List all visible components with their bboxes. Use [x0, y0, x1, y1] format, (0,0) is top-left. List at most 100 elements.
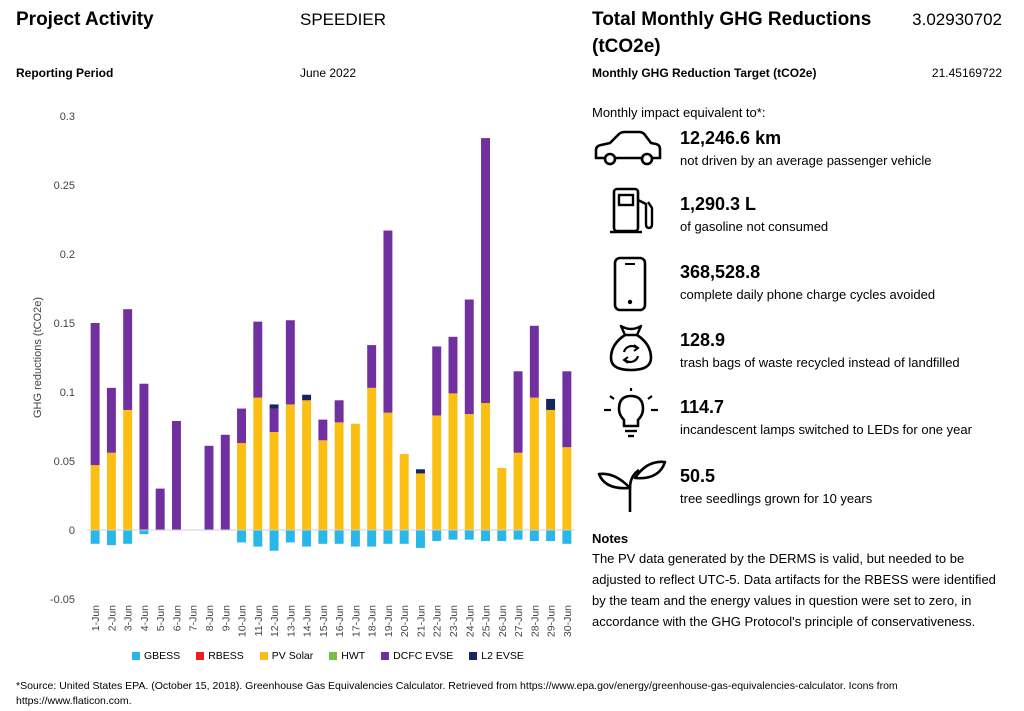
legend-swatch [196, 652, 205, 660]
bar-dcfc-evse-16-jun [334, 400, 344, 423]
legend-item: DCFC EVSE [381, 650, 453, 662]
legend-item: RBESS [196, 650, 244, 662]
bar-pv-solar-23-jun [448, 393, 458, 530]
total-reductions-unit: (tCO2e) [592, 36, 661, 57]
y-tick-label: 0 [69, 525, 75, 537]
impact-description: not driven by an average passenger vehic… [680, 153, 932, 168]
impact-value: 1,290.3 L [680, 194, 757, 214]
x-tick-label: 28-Jun [529, 605, 541, 637]
total-reductions-label: Total Monthly GHG Reductions [592, 9, 872, 30]
impact-value: 12,246.6 km [680, 128, 782, 148]
bar-dcfc-evse-1-jun [90, 323, 100, 466]
recycle-bag-icon [609, 324, 653, 372]
bar-pv-solar-20-jun [399, 454, 409, 530]
bar-dcfc-evse-18-jun [367, 345, 377, 388]
bar-pv-solar-25-jun [481, 403, 491, 530]
bar-gbess-30-jun [562, 530, 572, 544]
notes-title: Notes [592, 531, 629, 546]
bar-dcfc-evse-23-jun [448, 336, 458, 394]
x-tick-label: 1-Jun [90, 605, 102, 631]
impact-value: 128.9 [680, 330, 726, 350]
bar-dcfc-evse-22-jun [432, 346, 442, 416]
bar-dcfc-evse-10-jun [237, 408, 247, 444]
x-tick-label: 12-Jun [269, 605, 281, 637]
bar-pv-solar-16-jun [334, 422, 344, 530]
bar-pv-solar-15-jun [318, 440, 328, 530]
y-tick-label: 0.05 [54, 456, 75, 468]
x-tick-label: 4-Jun [139, 605, 151, 631]
bar-gbess-13-jun [285, 530, 295, 543]
reporting-period-value: June 2022 [300, 66, 357, 80]
x-tick-label: 23-Jun [448, 605, 460, 637]
bar-pv-solar-28-jun [529, 397, 539, 530]
bar-gbess-24-jun [464, 530, 474, 540]
bar-pv-solar-1-jun [90, 465, 100, 530]
car-icon [594, 130, 662, 166]
legend-item: HWT [329, 650, 365, 662]
lightbulb-icon [604, 388, 658, 438]
bar-dcfc-evse-15-jun [318, 419, 328, 441]
source-footnote: *Source: United States EPA. (October 15,… [16, 680, 898, 707]
impact-intro: Monthly impact equivalent to*: [592, 105, 766, 120]
impact-value: 50.5 [680, 466, 716, 486]
legend-item: PV Solar [259, 650, 314, 662]
x-tick-label: 17-Jun [350, 605, 362, 637]
bar-dcfc-evse-24-jun [464, 299, 474, 415]
bar-dcfc-evse-5-jun [155, 488, 165, 530]
bar-gbess-20-jun [399, 530, 409, 544]
bar-gbess-25-jun [481, 530, 491, 542]
bar-dcfc-evse-19-jun [383, 230, 393, 413]
bar-pv-solar-27-jun [513, 452, 523, 530]
legend-swatch [381, 652, 390, 660]
legend-label: GBESS [144, 650, 181, 662]
bar-pv-solar-18-jun [367, 387, 377, 530]
impact-description: of gasoline not consumed [680, 219, 829, 234]
x-tick-label: 9-Jun [220, 605, 232, 631]
bar-gbess-11-jun [253, 530, 263, 547]
legend-swatch [259, 652, 268, 660]
bar-dcfc-evse-25-jun [481, 138, 491, 404]
bar-dcfc-evse-12-jun [269, 408, 279, 433]
x-tick-label: 16-Jun [334, 605, 346, 637]
bar-pv-solar-29-jun [546, 409, 556, 530]
x-tick-label: 24-Jun [464, 605, 476, 637]
x-tick-label: 19-Jun [383, 605, 395, 637]
y-tick-label: 0.1 [60, 387, 75, 399]
legend-label: HWT [341, 650, 366, 662]
y-tick-label: 0.25 [54, 180, 75, 192]
x-tick-label: 27-Jun [513, 605, 525, 637]
x-tick-label: 29-Jun [546, 605, 558, 637]
project-activity-label: Project Activity [16, 9, 154, 30]
bar-l2-evse-29-jun [546, 398, 556, 410]
bar-gbess-29-jun [546, 530, 556, 542]
bar-dcfc-evse-8-jun [204, 445, 214, 530]
bar-gbess-26-jun [497, 530, 507, 542]
target-label: Monthly GHG Reduction Target (tCO2e) [592, 66, 817, 80]
x-tick-label: 2-Jun [106, 605, 118, 631]
bar-gbess-23-jun [448, 530, 458, 540]
x-tick-label: 15-Jun [318, 605, 330, 637]
total-reductions-value: 3.02930702 [912, 10, 1002, 29]
bar-pv-solar-11-jun [253, 397, 263, 530]
impact-description: incandescent lamps switched to LEDs for … [680, 422, 972, 437]
bar-gbess-3-jun [123, 530, 133, 544]
bar-gbess-28-jun [529, 530, 539, 542]
bar-gbess-12-jun [269, 530, 279, 551]
legend-label: PV Solar [271, 650, 314, 662]
y-tick-label: 0.15 [54, 318, 75, 330]
bar-dcfc-evse-9-jun [220, 434, 230, 530]
legend-label: RBESS [208, 650, 244, 662]
x-tick-label: 10-Jun [237, 605, 249, 637]
x-tick-label: 30-Jun [562, 605, 574, 637]
bar-pv-solar-26-jun [497, 467, 507, 530]
impact-description: tree seedlings grown for 10 years [680, 491, 873, 506]
bar-gbess-2-jun [106, 530, 116, 546]
bar-gbess-17-jun [350, 530, 360, 547]
target-value: 21.45169722 [931, 66, 1002, 80]
bar-pv-solar-12-jun [269, 432, 279, 530]
legend-swatch [469, 652, 478, 660]
phone-icon [613, 256, 647, 312]
impact-description: complete daily phone charge cycles avoid… [680, 287, 936, 302]
reporting-period-label: Reporting Period [16, 66, 114, 80]
y-axis-label: GHG reductions (tCO2e) [32, 297, 44, 418]
